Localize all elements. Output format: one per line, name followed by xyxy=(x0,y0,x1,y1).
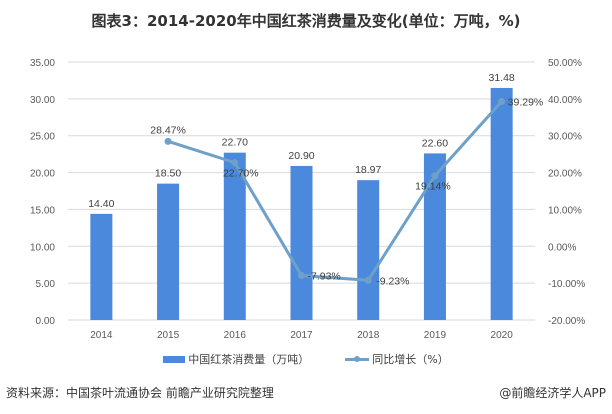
y-right-tick-label: 0.00% xyxy=(548,242,576,253)
growth-data-label: -9.23% xyxy=(376,275,409,287)
bar xyxy=(90,213,113,320)
y-left-tick-label: 15.00 xyxy=(30,205,55,216)
bar-swatch xyxy=(163,355,186,363)
growth-point xyxy=(298,272,305,280)
bar-data-label: 18.97 xyxy=(355,164,381,176)
bar-data-label: 18.50 xyxy=(155,168,181,180)
growth-point xyxy=(164,137,172,145)
source-note: 资料来源：中国茶叶流通协会 前瞻产业研究院整理 xyxy=(6,386,274,400)
y-left-tick-label: 10.00 xyxy=(30,242,55,253)
y-right-tick-label: 40.00% xyxy=(548,95,582,106)
legend-label: 中国红茶消费量（万吨） xyxy=(188,353,310,366)
x-tick-label: 2020 xyxy=(491,330,514,341)
y-left-tick-label: 0.00 xyxy=(36,316,56,327)
y-left-tick-label: 25.00 xyxy=(30,132,55,143)
growth-point xyxy=(231,159,239,167)
x-tick-label: 2019 xyxy=(424,330,447,341)
y-left-tick-label: 35.00 xyxy=(30,58,55,69)
y-left-tick-label: 20.00 xyxy=(30,169,55,180)
y-right-tick-label: -20.00% xyxy=(548,316,585,327)
chart-title: 图表3：2014-2020年中国红茶消费量及变化(单位：万吨，%) xyxy=(91,12,521,30)
x-tick-label: 2017 xyxy=(290,330,313,341)
bar-data-label: 14.40 xyxy=(88,198,114,210)
legend-item-consumption: 中国红茶消费量（万吨） xyxy=(163,351,309,367)
growth-line xyxy=(167,100,503,282)
growth-data-label: -7.93% xyxy=(308,271,341,283)
growth-data-label: 19.14% xyxy=(415,181,451,193)
y-right-tick-label: 30.00% xyxy=(548,132,582,143)
y-left-tick-label: 5.00 xyxy=(36,279,56,290)
growth-point xyxy=(431,172,439,180)
growth-data-label: 28.47% xyxy=(150,124,186,136)
growth-data-label: 39.29% xyxy=(508,96,544,108)
bar xyxy=(157,183,180,320)
y-right-tick-label: 20.00% xyxy=(548,169,582,180)
bar xyxy=(423,153,446,320)
growth-point xyxy=(364,276,372,284)
bar xyxy=(357,180,380,320)
growth-data-label: 22.70% xyxy=(223,168,259,180)
bar-data-label: 20.90 xyxy=(288,150,314,162)
x-tick-label: 2014 xyxy=(90,330,113,341)
legend-item-growth: 同比增长（%） xyxy=(345,351,449,367)
legend-label: 同比增长（%） xyxy=(372,353,449,366)
bar xyxy=(290,165,313,320)
bar-data-label: 22.60 xyxy=(422,137,448,149)
y-left-tick-label: 30.00 xyxy=(30,95,55,106)
y-right-tick-label: 50.00% xyxy=(548,58,582,69)
bar-data-label: 31.48 xyxy=(489,72,515,84)
bar-data-label: 22.70 xyxy=(222,137,248,149)
legend: 中国红茶消费量（万吨） 同比增长（%） xyxy=(0,351,612,367)
x-tick-label: 2016 xyxy=(224,330,247,341)
x-tick-label: 2018 xyxy=(357,330,380,341)
y-right-tick-label: 10.00% xyxy=(548,205,582,216)
credit: @前瞻经济学人APP xyxy=(499,386,606,400)
y-right-tick-label: -10.00% xyxy=(548,279,585,290)
bar xyxy=(490,87,513,321)
line-swatch xyxy=(345,355,370,362)
bar xyxy=(223,152,246,320)
growth-point xyxy=(498,97,506,105)
x-tick-label: 2015 xyxy=(157,330,180,341)
